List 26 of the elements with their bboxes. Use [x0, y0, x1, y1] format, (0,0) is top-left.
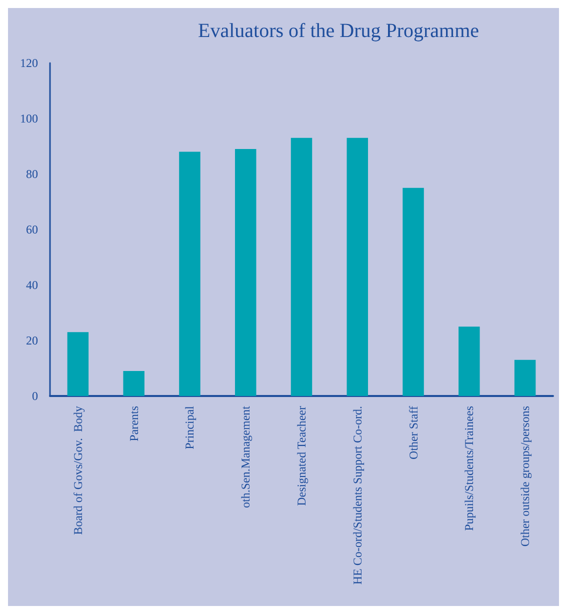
y-tick-label: 40 [26, 278, 38, 292]
x-tick-label: Other Staff [406, 406, 420, 460]
bar [402, 188, 424, 396]
x-tick-label: Parents [126, 406, 141, 442]
x-tick-label: Designated Teacheer [294, 406, 308, 506]
x-tick-label: oth.Sen.Management [238, 405, 253, 508]
y-tick-label: 20 [26, 334, 38, 348]
x-tick-label: Pupuils/Students/Trainees [462, 406, 476, 531]
bar [234, 149, 256, 396]
x-tick-label: Other outside groups/persons [518, 406, 532, 547]
y-tick-label: 100 [20, 112, 38, 126]
bar [123, 371, 144, 396]
bar [290, 138, 312, 396]
bar [514, 360, 536, 396]
y-tick-label: 60 [26, 222, 38, 236]
y-tick-label: 0 [32, 389, 38, 403]
bar [179, 152, 200, 396]
y-tick-label: 80 [26, 167, 38, 181]
bar [458, 326, 480, 396]
x-tick-label: Principal [182, 405, 197, 450]
bar [346, 138, 368, 396]
bar [67, 332, 89, 396]
x-tick-label: Board of Govs/Gov. Body [70, 406, 85, 535]
y-tick-label: 120 [20, 56, 38, 70]
chart-title: Evaluators of the Drug Programme [198, 20, 480, 42]
x-tick-label: HE Co-ord/Students Support Co-ord. [350, 406, 364, 585]
